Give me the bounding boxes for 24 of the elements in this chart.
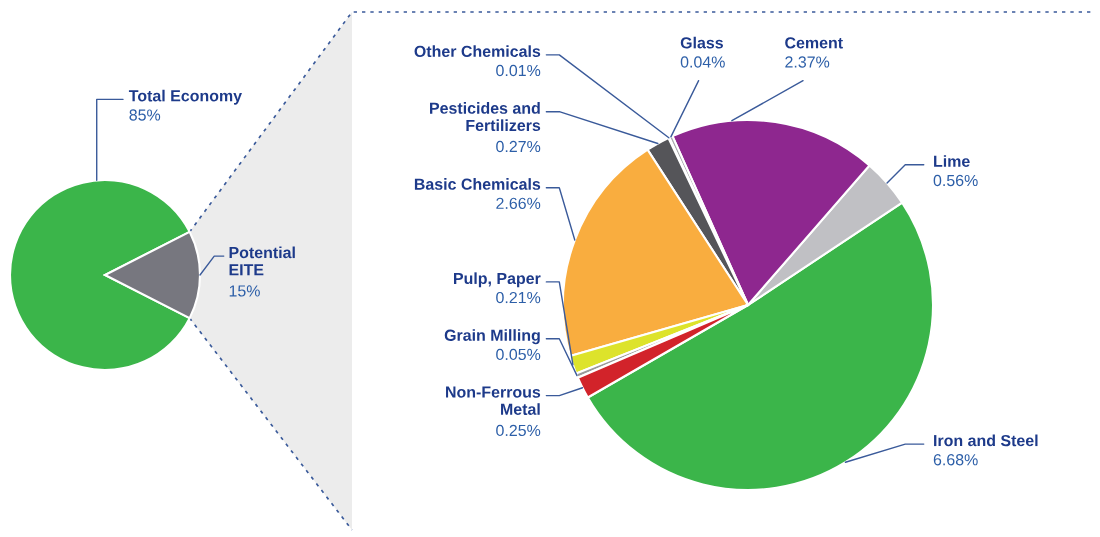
data-label: 2.66% <box>496 197 541 210</box>
data-label: 0.56% <box>933 174 978 187</box>
slice-label: Pulp, Paper <box>454 272 541 288</box>
data-label: 0.05% <box>496 348 541 361</box>
data-label: 15% <box>229 285 260 297</box>
slice-label: Potential EITE <box>229 246 295 276</box>
data-label: 0.21% <box>496 291 541 304</box>
data-label: 0.04% <box>680 56 725 68</box>
data-label: 85% <box>129 109 161 121</box>
data-label: 2.37% <box>785 56 830 68</box>
slice-label: Iron and Steel <box>934 434 1038 447</box>
slice-label: Grain Milling <box>444 329 540 345</box>
slice-label: Basic Chemicals <box>414 178 541 190</box>
slice-label: Cement <box>785 37 843 49</box>
slice-label: Pesticides and Fertilizers <box>430 102 541 132</box>
data-label: 0.01% <box>496 64 541 77</box>
data-label: 6.68% <box>933 454 978 466</box>
data-label: 0.27% <box>496 140 541 153</box>
data-label: 0.25% <box>496 424 541 437</box>
slice-label: Total Economy <box>128 89 242 105</box>
slice-label: Non-Ferrous Metal <box>446 386 541 415</box>
slice-label: Glass <box>680 36 723 49</box>
slice-label: Other Chemicals <box>414 45 541 58</box>
slice-label: Lime <box>934 155 970 167</box>
